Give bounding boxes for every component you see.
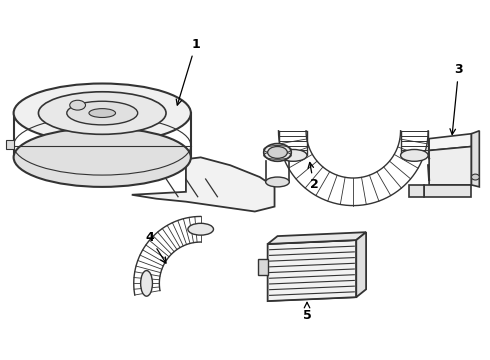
Ellipse shape [67,101,138,125]
Text: 1: 1 [176,38,200,105]
Ellipse shape [471,174,479,180]
Ellipse shape [279,149,307,161]
Ellipse shape [264,144,291,161]
Ellipse shape [14,84,191,143]
Polygon shape [356,232,366,297]
Polygon shape [132,152,274,212]
Polygon shape [429,147,471,185]
Ellipse shape [188,223,214,235]
Polygon shape [258,259,268,275]
Ellipse shape [141,271,152,296]
Polygon shape [424,185,471,197]
Text: 2: 2 [308,162,318,192]
Polygon shape [6,140,14,149]
Polygon shape [429,134,471,150]
Polygon shape [268,240,356,301]
Ellipse shape [14,128,191,187]
Polygon shape [471,131,479,187]
Ellipse shape [266,177,289,187]
Text: 5: 5 [303,302,312,322]
Polygon shape [268,232,366,244]
Text: 4: 4 [145,231,166,263]
Text: 3: 3 [450,63,463,135]
Ellipse shape [70,100,85,110]
Ellipse shape [38,92,166,134]
Polygon shape [410,185,424,197]
Ellipse shape [268,147,287,158]
Ellipse shape [89,109,116,117]
Ellipse shape [400,149,428,161]
